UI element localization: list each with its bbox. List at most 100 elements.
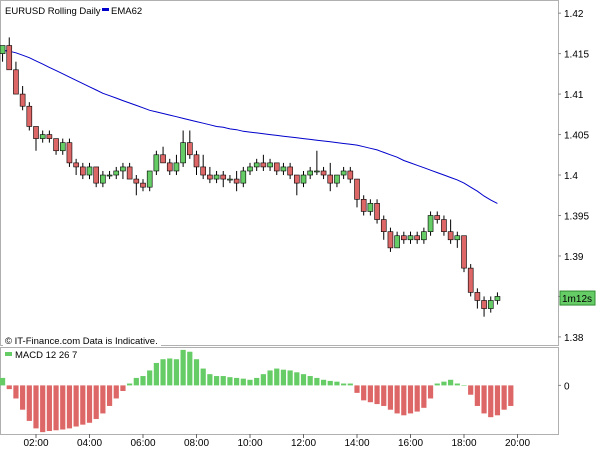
candle xyxy=(80,162,86,180)
macd-histogram xyxy=(0,349,514,433)
macd-bar-positive xyxy=(274,368,280,386)
candle xyxy=(253,158,260,171)
macd-bar-negative xyxy=(414,385,420,412)
candle-body-down xyxy=(66,142,73,164)
candle-body-down xyxy=(447,231,454,241)
candle-body-down xyxy=(13,69,19,95)
candle xyxy=(6,37,13,71)
candle-body-down xyxy=(93,166,99,184)
macd-bar-positive xyxy=(167,358,173,386)
candle-body-up xyxy=(340,170,347,176)
macd-y-tick-label: 0 xyxy=(564,381,570,392)
candle-body-up xyxy=(421,231,427,241)
macd-bar-negative xyxy=(481,385,487,414)
price-y-tick-label: 1.415 xyxy=(564,50,589,61)
candle-body-down xyxy=(26,105,33,127)
macd-bar-positive xyxy=(240,378,246,386)
candle-body-up xyxy=(59,142,66,152)
macd-bar-negative xyxy=(46,385,52,432)
macd-bar-negative xyxy=(468,385,474,395)
macd-bar-negative xyxy=(367,385,373,403)
candle xyxy=(166,158,173,176)
candle-body-up xyxy=(280,166,287,172)
candle xyxy=(13,61,19,95)
candle xyxy=(394,231,400,249)
candle-body-down xyxy=(273,162,280,172)
candle-body-down xyxy=(73,162,79,168)
candle xyxy=(66,138,73,167)
macd-bar-negative xyxy=(120,385,126,391)
candle-body-down xyxy=(19,93,26,107)
candle-body-up xyxy=(407,235,414,241)
candle xyxy=(53,138,59,155)
candle-body-up xyxy=(153,154,160,172)
x-tick-label: 12:00 xyxy=(291,438,316,449)
candlestick-series xyxy=(0,37,501,317)
candle-body-down xyxy=(461,235,467,269)
candle-body-down xyxy=(260,162,267,168)
macd-bar-positive xyxy=(140,376,146,386)
candle-body-down xyxy=(347,170,354,180)
candle xyxy=(280,162,287,176)
candle xyxy=(26,102,33,131)
macd-bar-negative xyxy=(501,385,507,410)
price-legend: EURUSD Rolling Daily EMA62 xyxy=(3,4,152,17)
candle-body-up xyxy=(146,170,153,188)
x-tick-label: 02:00 xyxy=(23,438,48,449)
macd-bar-negative xyxy=(488,385,494,418)
macd-bar-negative xyxy=(421,385,427,408)
macd-bar-negative xyxy=(53,385,59,431)
candle xyxy=(294,174,300,196)
candle xyxy=(267,158,273,171)
macd-bar-negative xyxy=(381,385,387,406)
macd-bar-positive xyxy=(160,359,166,386)
candle-body-up xyxy=(106,174,113,177)
time-x-axis: 02:00 04:00 06:00 08:00 10:00 12:00 14:00 16:00… xyxy=(23,434,530,449)
candle xyxy=(494,292,501,305)
candle xyxy=(160,146,166,164)
candle xyxy=(414,231,420,244)
candle-body-up xyxy=(113,170,120,176)
candle xyxy=(327,162,334,192)
macd-bar-negative xyxy=(60,385,66,430)
macd-legend-swatch xyxy=(5,352,12,356)
price-y-tick-label: 1.41 xyxy=(564,90,584,101)
candle-body-up xyxy=(394,235,400,249)
candle xyxy=(287,162,293,180)
candle xyxy=(59,138,66,155)
candle xyxy=(187,130,193,159)
macd-title: MACD 12 26 7 xyxy=(15,350,77,361)
countdown-badge-label: 1m12s xyxy=(562,294,592,305)
candle xyxy=(407,231,414,244)
candle-body-down xyxy=(441,219,447,232)
candle xyxy=(334,174,340,188)
candle xyxy=(0,45,6,62)
candle xyxy=(146,170,153,192)
candle-body-up xyxy=(334,174,340,184)
macd-bar-positive xyxy=(234,377,240,386)
x-tick-label: 10:00 xyxy=(237,438,262,449)
candle-body-up xyxy=(247,166,253,172)
macd-bar-positive xyxy=(254,377,260,386)
candle xyxy=(314,150,320,176)
macd-bar-negative xyxy=(100,385,106,414)
candle-body-up xyxy=(454,235,461,241)
macd-bar-negative xyxy=(66,385,73,429)
candle xyxy=(39,130,46,143)
candle-body-up xyxy=(307,170,313,176)
candle xyxy=(200,154,206,180)
candle xyxy=(487,296,494,313)
macd-bar-positive xyxy=(334,381,340,386)
macd-bar-positive xyxy=(320,379,327,386)
price-y-tick-label: 1.38 xyxy=(564,333,584,344)
macd-bar-negative xyxy=(494,385,501,416)
candle-body-down xyxy=(360,199,367,212)
candle-body-down xyxy=(220,174,227,180)
macd-bar-positive xyxy=(227,377,233,386)
candle-body-up xyxy=(487,300,494,309)
candle-body-up xyxy=(180,142,186,164)
candle-body-up xyxy=(213,174,220,180)
candle xyxy=(447,219,454,244)
macd-bar-negative xyxy=(13,385,19,399)
candle-body-up xyxy=(427,215,434,232)
